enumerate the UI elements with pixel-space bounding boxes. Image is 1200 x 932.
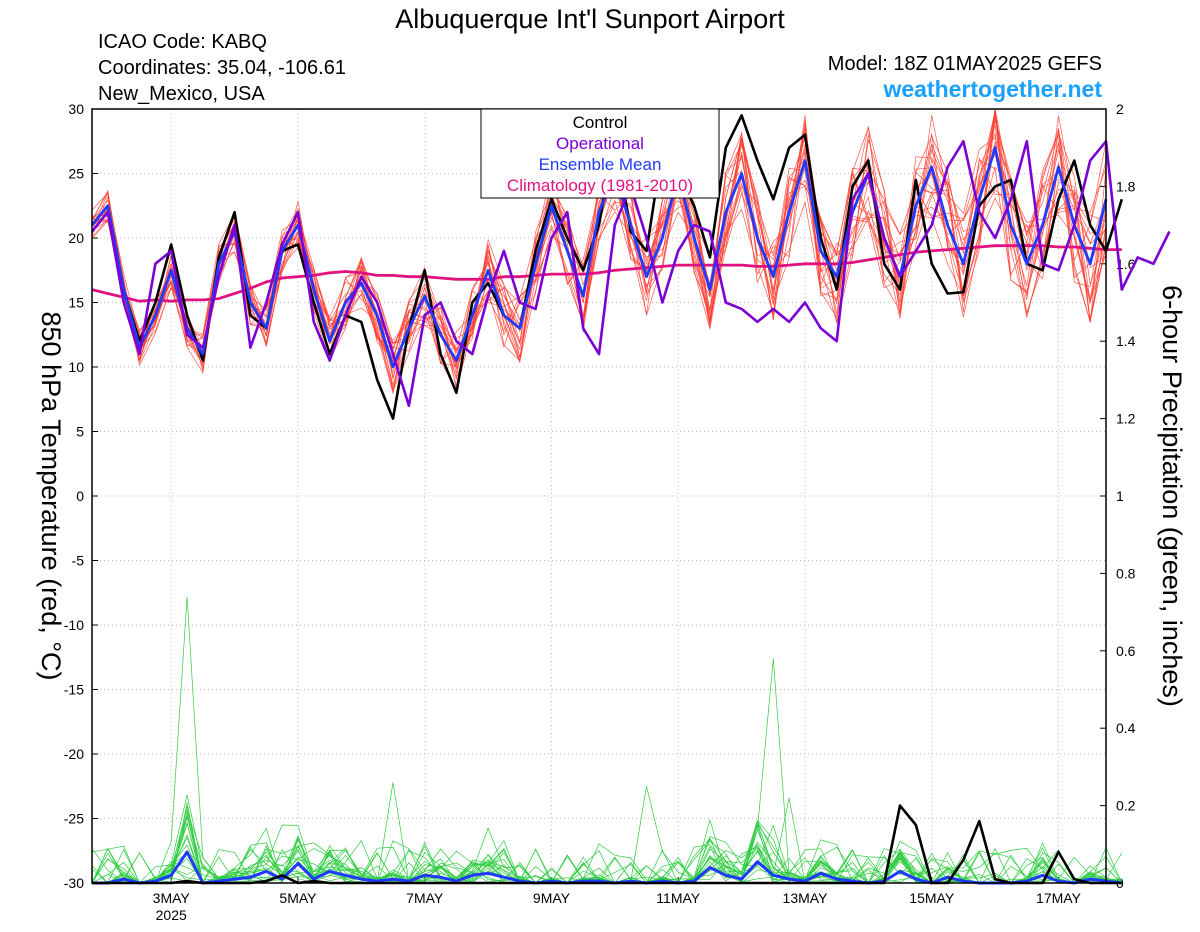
chart-title: Albuquerque Int'l Sunport Airport	[395, 4, 785, 34]
y-left-tick-label: 5	[76, 424, 84, 440]
legend-control: Control	[573, 113, 628, 132]
precip-member-line	[91, 596, 1122, 884]
x-tick-label: 13MAY	[783, 890, 829, 906]
x-tick-label: 9MAY	[533, 890, 571, 906]
legend-operational: Operational	[556, 134, 644, 153]
legend: Control Operational Ensemble Mean Climat…	[480, 108, 720, 199]
climatology-line	[91, 244, 1122, 303]
site-link[interactable]: weathertogether.net	[882, 76, 1102, 102]
x-tick-year: 2025	[156, 907, 187, 923]
y-left-tick-label: -25	[64, 811, 84, 827]
x-tick-label: 17MAY	[1036, 890, 1082, 906]
x-tick-label: 5MAY	[279, 890, 317, 906]
grid-layer	[92, 108, 1106, 884]
y-left-tick-label: 10	[68, 359, 84, 375]
y-right-tick-label: 1.8	[1116, 178, 1136, 194]
main-series	[90, 114, 1171, 885]
precip-member-line	[91, 842, 1122, 884]
y-right-tick-label: 1.2	[1116, 411, 1136, 427]
x-tick-label: 11MAY	[656, 890, 700, 906]
legend-ensemble-mean: Ensemble Mean	[539, 155, 662, 174]
y-left-tick-label: 30	[68, 101, 84, 117]
x-tick-label: 15MAY	[909, 890, 955, 906]
icao-code: ICAO Code: KABQ	[98, 31, 267, 53]
y-left-tick-label: -15	[64, 682, 84, 698]
y-right-tick-label: 0.4	[1116, 720, 1136, 736]
y-left-tick-label: 0	[76, 488, 84, 504]
y-left-tick-label: -5	[72, 553, 85, 569]
y-left-tick-label: 20	[68, 230, 84, 246]
y-right-tick-label: 1	[1116, 488, 1124, 504]
y-left-tick-label: -10	[64, 617, 84, 633]
y-right-tick-label: 2	[1116, 101, 1124, 117]
y-left-label: 850 hPa Temperature (red, °C)	[36, 312, 66, 681]
y-right-tick-label: 1.4	[1116, 333, 1136, 349]
precip-members	[91, 596, 1123, 884]
y-left-tick-label: -30	[64, 875, 84, 891]
y-left-ticks: 30 25 20 15 10 5 0 -5 -10 -15 -20 -25 -30	[64, 101, 98, 891]
legend-box	[480, 108, 720, 199]
region: New_Mexico, USA	[98, 83, 265, 105]
y-right-tick-label: 0.8	[1116, 565, 1136, 581]
y-left-tick-label: 15	[68, 295, 84, 311]
y-left-tick-label: -20	[64, 746, 84, 762]
legend-climatology: Climatology (1981-2010)	[507, 176, 693, 195]
x-tick-label: 7MAY	[406, 890, 444, 906]
coordinates: Coordinates: 35.04, -106.61	[98, 57, 346, 79]
y-right-tick-label: 1.6	[1116, 256, 1136, 272]
x-tick-label: 3MAY	[153, 890, 191, 906]
y-right-tick-label: 0.6	[1116, 643, 1136, 659]
model-run: Model: 18Z 01MAY2025 GEFS	[828, 53, 1102, 75]
y-right-tick-label: 0.2	[1116, 798, 1136, 814]
precip-member-line	[91, 782, 1123, 884]
y-right-label: 6-hour Precipitation (green, inches)	[1157, 285, 1187, 707]
y-left-tick-label: 25	[68, 166, 84, 182]
temp-member-line	[91, 114, 1107, 392]
